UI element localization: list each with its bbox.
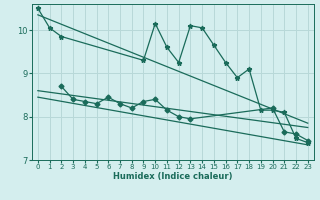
X-axis label: Humidex (Indice chaleur): Humidex (Indice chaleur) bbox=[113, 172, 233, 181]
